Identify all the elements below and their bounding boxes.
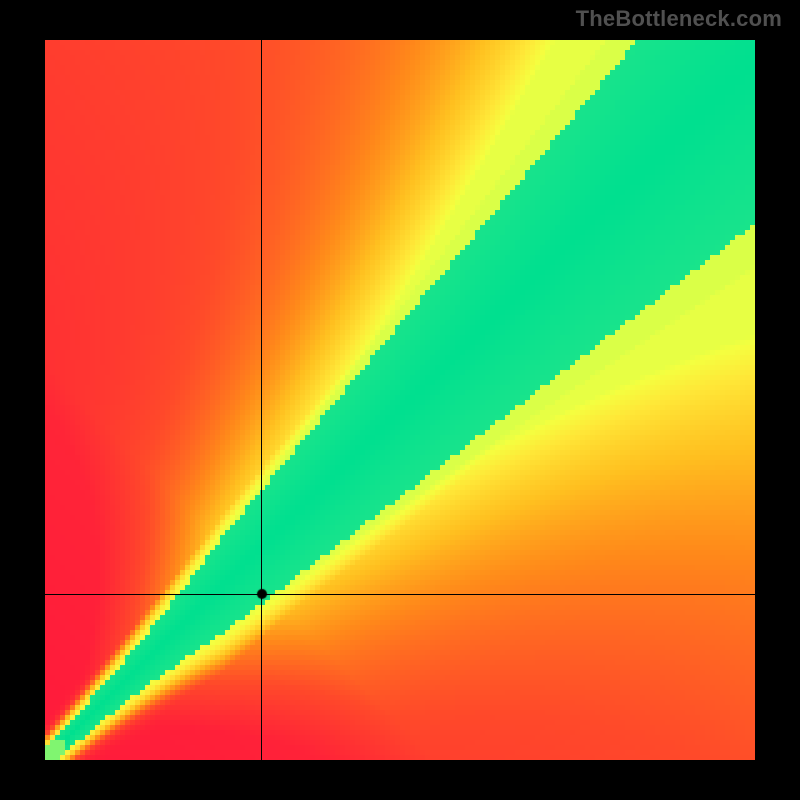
heatmap-plot [45, 40, 755, 760]
watermark-text: TheBottleneck.com [576, 6, 782, 32]
heatmap-canvas [45, 40, 755, 760]
